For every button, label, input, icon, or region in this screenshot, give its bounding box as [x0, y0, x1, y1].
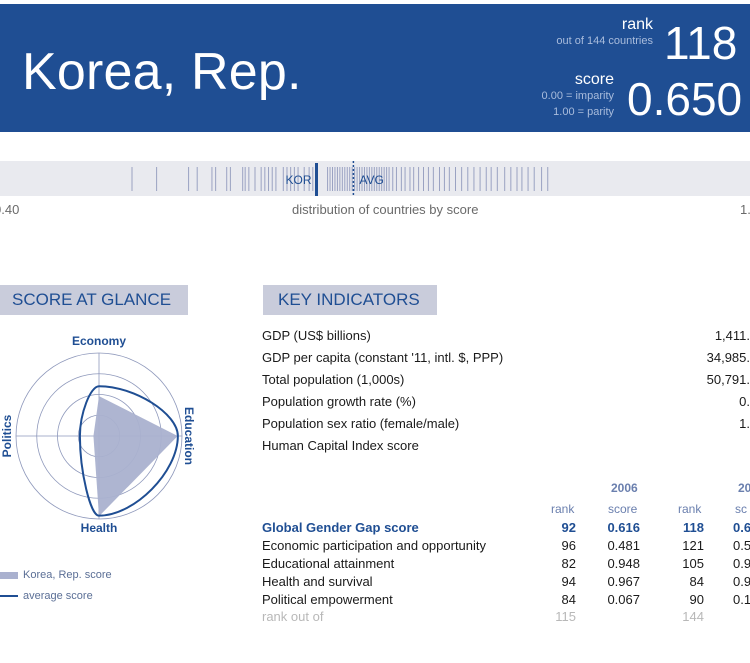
gap-score-2006: 0.948 — [607, 556, 640, 571]
gap-score-2006: 0.067 — [607, 592, 640, 607]
score-radar-chart: Economy Education Health Politics — [0, 334, 196, 535]
score-imparity-note: 0.00 = imparity — [541, 90, 614, 102]
gap-score-2006: 0.481 — [607, 538, 640, 553]
gap-score-2006: 0.616 — [607, 520, 640, 535]
gap-rank-2006: 84 — [561, 592, 576, 607]
rank-out-of-2006: 115 — [555, 609, 576, 624]
gap-score-later: 0.6 — [733, 520, 750, 535]
gap-row-label: Educational attainment — [262, 556, 395, 571]
score-label: score — [574, 71, 614, 88]
indicator-label: GDP per capita (constant '11, intl. $, P… — [262, 350, 504, 365]
axis-label-health: Health — [81, 521, 118, 535]
key-indicators-heading: KEY INDICATORS — [263, 285, 437, 315]
rank-label: rank — [621, 16, 653, 33]
country-score-area — [93, 396, 178, 517]
country-name: Korea, Rep. — [22, 43, 302, 101]
rank-out-of-later: 144 — [682, 609, 704, 624]
legend-country-label: Korea, Rep. score — [23, 569, 112, 581]
kor-score-marker — [315, 163, 318, 196]
gap-rank-2006: 82 — [561, 556, 576, 571]
legend-country-swatch — [0, 571, 18, 579]
indicator-label: Population sex ratio (female/male) — [262, 416, 460, 431]
indicator-label: GDP (US$ billions) — [262, 328, 371, 343]
distribution-max-label: 1. — [740, 202, 750, 217]
score-distribution-strip: KOR AVG — [0, 161, 750, 196]
distribution-min-label: 0.40 — [0, 202, 20, 217]
legend-average-swatch — [0, 595, 18, 598]
distribution-chart: KOR AVG — [131, 161, 549, 196]
score-parity-note: 1.00 = parity — [553, 106, 614, 118]
kor-marker-label: KOR — [285, 173, 311, 187]
rank-subtitle: out of 144 countries — [556, 35, 653, 47]
gap-row-label: Health and survival — [262, 574, 373, 589]
indicator-label: Population growth rate (%) — [262, 394, 416, 409]
legend-country: Korea, Rep. score — [0, 569, 112, 581]
indicator-value: 1. — [739, 416, 750, 431]
col-rank-2006: rank — [551, 502, 575, 516]
gap-row-label: Political empowerment — [262, 592, 393, 607]
indicator-label: Human Capital Index score — [262, 438, 419, 453]
year-2006-heading: 2006 — [611, 481, 638, 495]
indicator-value: 50,791. — [706, 372, 750, 387]
gap-score-later: 0.9 — [733, 556, 750, 571]
rank-value: 118 — [664, 17, 738, 69]
indicator-label: Total population (1,000s) — [262, 372, 405, 387]
gap-rank-later: 84 — [689, 574, 704, 589]
rank-out-of-label: rank out of — [262, 609, 324, 624]
gap-score-2006: 0.967 — [607, 574, 640, 589]
distribution-caption: distribution of countries by score — [292, 202, 479, 217]
legend-average: average score — [0, 590, 93, 602]
gap-rank-later: 118 — [683, 520, 704, 535]
year-later-heading: 20 — [738, 481, 750, 495]
col-score-later: sc — [735, 502, 747, 516]
legend-average-label: average score — [23, 590, 93, 602]
score-at-glance-heading: SCORE AT GLANCE — [0, 285, 188, 315]
indicator-value: 0. — [739, 394, 750, 409]
axis-label-education: Education — [182, 407, 196, 465]
gap-rank-2006: 96 — [561, 538, 576, 553]
gap-rank-later: 105 — [682, 556, 704, 571]
gap-rank-2006: 92 — [561, 520, 576, 535]
gap-score-later: 0.5 — [733, 538, 750, 553]
gap-rank-later: 90 — [689, 592, 704, 607]
axis-label-economy: Economy — [72, 334, 126, 348]
score-value: 0.650 — [627, 73, 743, 125]
col-score-2006: score — [608, 502, 638, 516]
gap-score-later: 0.9 — [733, 574, 750, 589]
axis-label-politics: Politics — [0, 414, 14, 457]
average-score-line — [78, 385, 179, 517]
avg-marker-label: AVG — [359, 173, 383, 187]
col-rank-later: rank — [678, 502, 702, 516]
gap-row-label: Global Gender Gap score — [262, 520, 419, 535]
gap-rank-2006: 94 — [561, 574, 576, 589]
gap-score-later: 0.1 — [733, 592, 750, 607]
indicator-value: 1,411. — [714, 328, 750, 343]
gap-rank-later: 121 — [682, 538, 704, 553]
gap-row-label: Economic participation and opportunity — [262, 538, 487, 553]
country-header: Korea, Rep. rank out of 144 countries 11… — [0, 4, 750, 132]
indicator-value: 34,985. — [706, 350, 750, 365]
